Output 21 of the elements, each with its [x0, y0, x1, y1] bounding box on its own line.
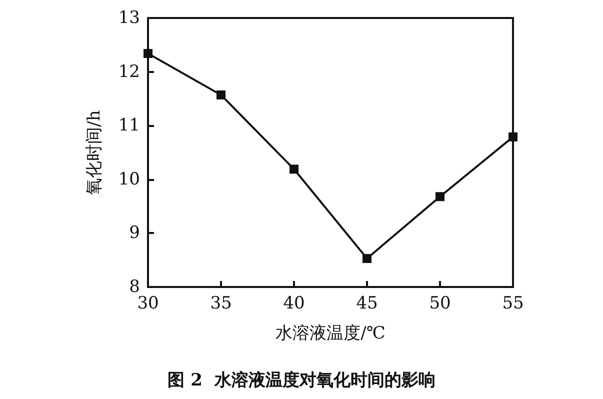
point: [216, 90, 226, 100]
y-tick-label: 12: [118, 62, 140, 82]
y-tick-label: 8: [129, 277, 140, 297]
y-tick-label: 11: [118, 116, 140, 136]
x-tick-label: 55: [502, 294, 524, 314]
point: [436, 192, 444, 202]
x-tick-label: 50: [429, 294, 451, 314]
point: [144, 49, 152, 58]
y-tick-label: 13: [118, 8, 140, 28]
y-tick-label: 9: [129, 223, 140, 244]
x-axis-title: 水溶液温度/℃: [276, 324, 386, 344]
y-axis-title: 氧化时间/h: [84, 110, 104, 195]
x-tick-label: 40: [283, 294, 305, 314]
point: [508, 132, 518, 142]
x-tick-label: 45: [356, 294, 378, 314]
x-tick-label: 35: [210, 294, 232, 314]
x-tick-label: 30: [137, 294, 159, 314]
point: [290, 164, 298, 174]
caption: 图 2 水溶液温度对氧化时间的影响: [168, 370, 436, 390]
point: [362, 254, 372, 263]
y-tick-label: 10: [118, 169, 140, 190]
